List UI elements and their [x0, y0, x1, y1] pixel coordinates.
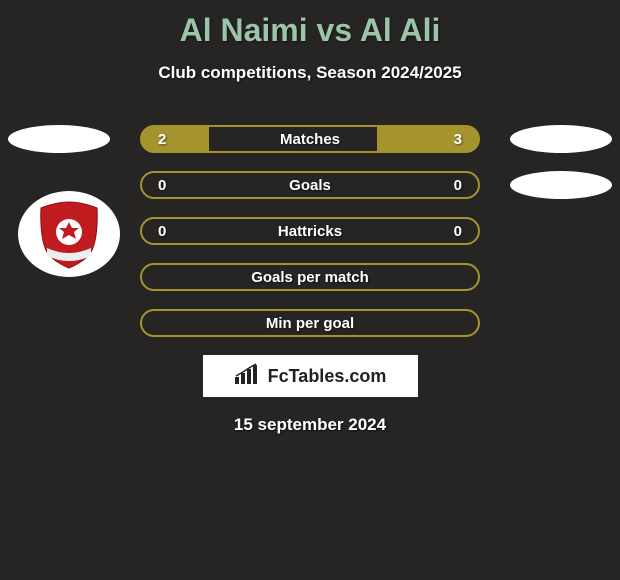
subtitle: Club competitions, Season 2024/2025: [0, 63, 620, 83]
stat-label: Goals: [289, 177, 331, 194]
fctables-logo: FcTables.com: [203, 355, 418, 397]
page-title: Al Naimi vs Al Ali: [0, 0, 620, 49]
snapshot-date: 15 september 2024: [0, 415, 620, 435]
stat-row: Goals per match: [140, 263, 480, 291]
stat-row: 0 Goals 0: [140, 171, 480, 199]
stat-row: 2 Matches 3: [140, 125, 480, 153]
player-left-placeholder: [8, 125, 110, 153]
stat-label: Matches: [280, 131, 340, 148]
stat-label: Hattricks: [278, 223, 342, 240]
stat-row: 0 Hattricks 0: [140, 217, 480, 245]
stat-row: Min per goal: [140, 309, 480, 337]
stat-left-value: 0: [158, 223, 166, 240]
team-left-badge: [18, 191, 120, 277]
comparison-content: 2 Matches 3 0 Goals 0 0 Hattricks 0 Goals per mat…: [0, 125, 620, 435]
stat-right-value: 0: [454, 223, 462, 240]
logo-text: FcTables.com: [268, 366, 387, 387]
chart-bars-icon: [234, 363, 262, 390]
stat-left-value: 0: [158, 177, 166, 194]
stat-label: Min per goal: [266, 315, 354, 332]
stat-right-value: 3: [454, 131, 462, 148]
team-left-crest: [33, 198, 105, 270]
player-right-placeholder: [510, 125, 612, 153]
team-right-placeholder: [510, 171, 612, 199]
stat-right-value: 0: [454, 177, 462, 194]
stat-label: Goals per match: [251, 269, 369, 286]
stat-left-value: 2: [158, 131, 166, 148]
